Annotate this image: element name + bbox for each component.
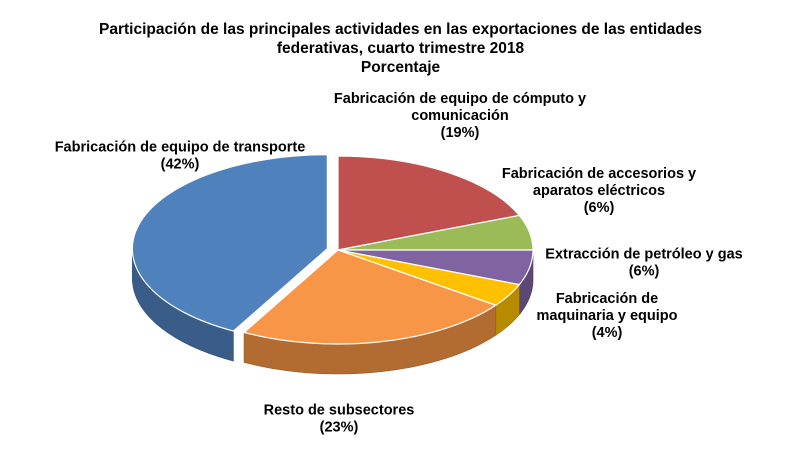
slice-value-label-2: (6%) <box>629 264 660 280</box>
chart-title-line-1: Participación de las principales activid… <box>98 21 703 38</box>
slice-label-1: Fabricación de accesorios y aparatos eléc… <box>502 166 696 216</box>
slice-label-line: comunicación <box>411 108 509 124</box>
slice-4 <box>242 249 498 345</box>
slice-label-5: Fabricación de equipo de transporte (42%) <box>55 140 306 173</box>
slice-value-label-3: (4%) <box>592 325 623 341</box>
chart-title-line-2: federativas, cuarto trimestre 2018 <box>276 40 525 57</box>
slice-label-3: Fabricación de maquinaria y equipo (4%) <box>537 291 678 341</box>
slice-value-label-5: (42%) <box>161 157 200 173</box>
slice-label-line: maquinaria y equipo <box>537 308 678 324</box>
slice-value-label-4: (23%) <box>320 420 359 436</box>
slice-label-line: Fabricación de <box>556 291 658 307</box>
slice-value-label-1: (6%) <box>584 200 615 216</box>
slice-label-line: Fabricación de equipo de cómputo y <box>334 91 586 107</box>
slice-label-line: Fabricación de accesorios y <box>502 166 696 182</box>
slice-0 <box>337 155 521 251</box>
slice-label-0: Fabricación de equipo de cómputo y comuni… <box>334 91 586 141</box>
slice-label-line: aparatos eléctricos <box>533 183 665 199</box>
slice-label-line: Fabricación de equipo de transporte <box>55 140 306 156</box>
slice-5 <box>131 154 328 332</box>
slice-value-label-0: (19%) <box>441 125 480 141</box>
chart-title-line-3: Porcentaje <box>360 59 441 76</box>
slice-label-line: Extracción de petróleo y gas <box>545 247 742 263</box>
slice-label-line: Resto de subsectores <box>264 403 415 419</box>
chart-title: Participación de las principales activid… <box>0 20 801 77</box>
slice-label-4: Resto de subsectores (23%) <box>264 403 415 436</box>
slice-label-2: Extracción de petróleo y gas (6%) <box>545 247 742 280</box>
